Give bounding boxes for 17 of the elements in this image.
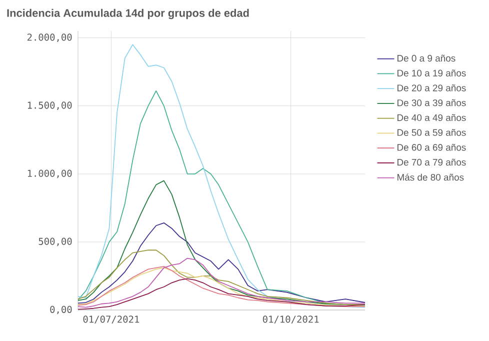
y-tick-label: 1.500,00 <box>28 102 72 110</box>
y-tick-label: 1.000,00 <box>28 170 72 178</box>
legend-label: De 20 a 29 años <box>397 84 466 92</box>
legend-label: De 0 a 9 años <box>397 54 456 62</box>
legend-label: De 70 a 79 años <box>397 158 466 166</box>
legend-label: De 50 a 59 años <box>397 129 466 136</box>
legend-label: Más de 80 años <box>397 174 464 181</box>
y-tick-label: 0,00 <box>50 306 72 314</box>
y-tick-label: 2.000,00 <box>27 34 72 42</box>
chart-title: Incidencia Acumulada 14d por grupos de edad <box>7 8 249 20</box>
legend-label: De 10 a 19 años <box>397 70 466 76</box>
x-tick-label: 01/07/2021 <box>83 316 140 324</box>
legend-label: De 60 a 69 años <box>397 144 466 151</box>
legend-label: De 30 a 39 años <box>397 99 466 106</box>
y-tick-label: 500,00 <box>38 238 72 246</box>
legend-label: De 40 a 49 años <box>397 114 466 122</box>
x-tick-label: 01/10/2021 <box>262 316 319 324</box>
